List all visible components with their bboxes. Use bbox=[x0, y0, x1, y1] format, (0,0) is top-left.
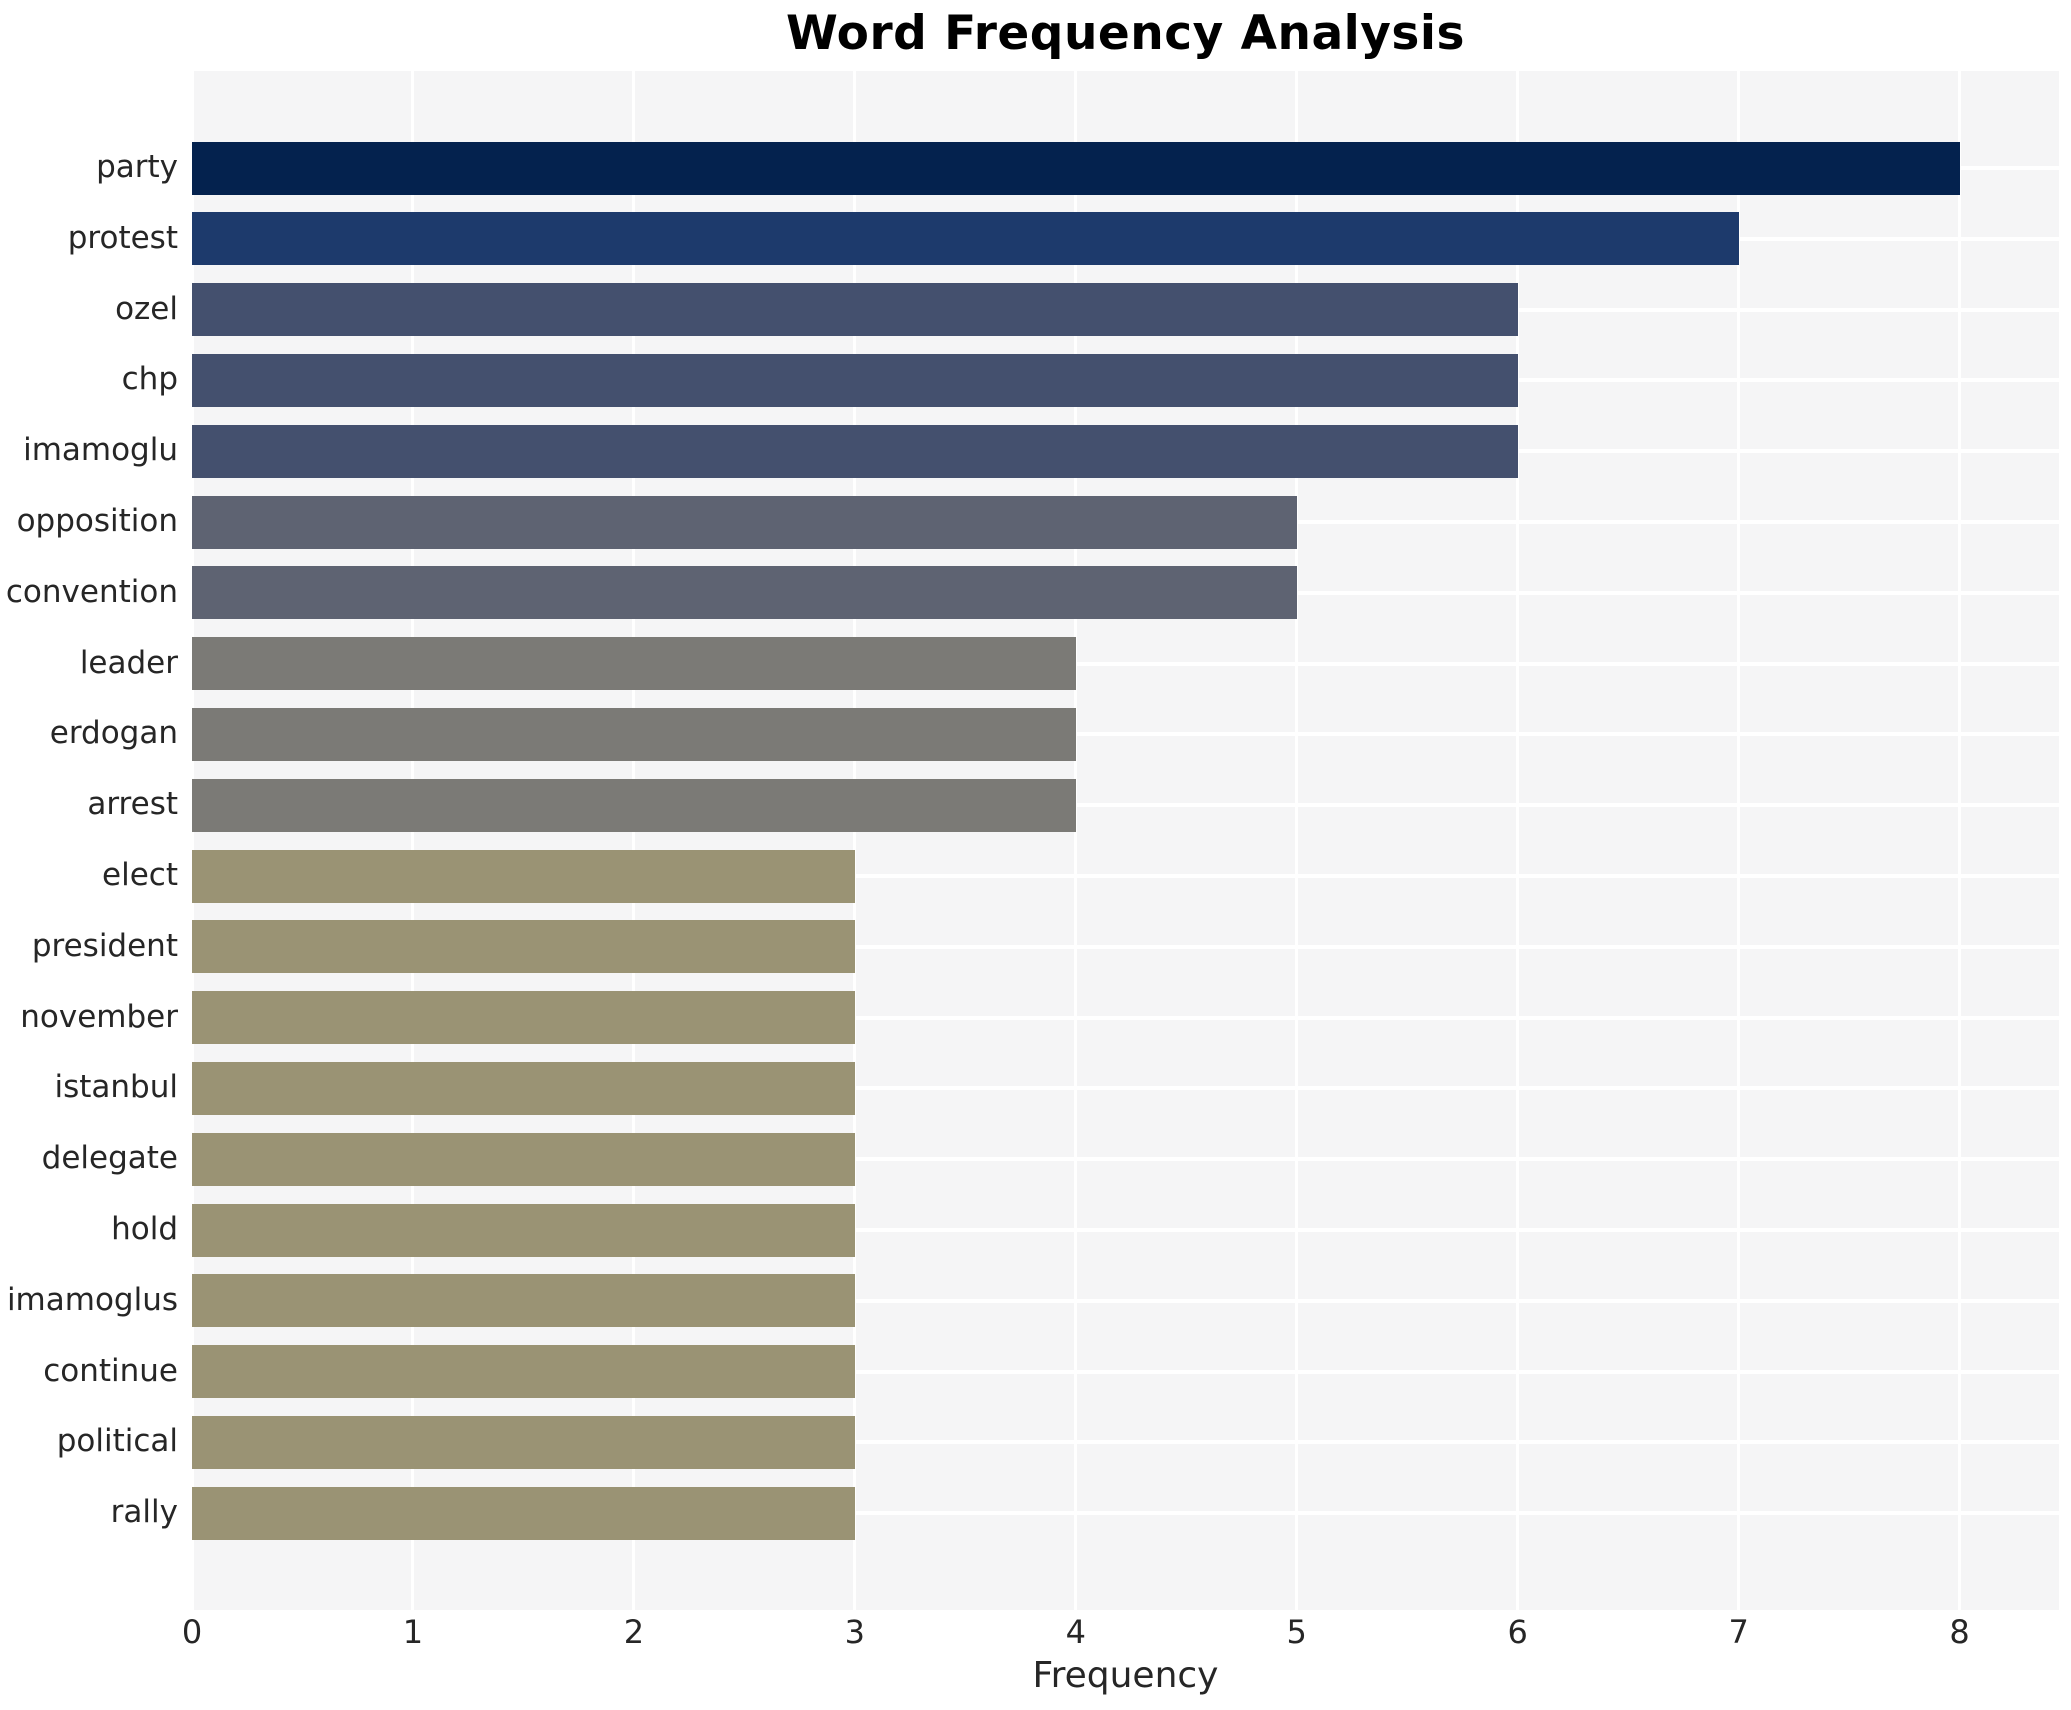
y-gridline bbox=[192, 1440, 2059, 1445]
x-tick-label-6: 6 bbox=[1507, 1613, 1528, 1651]
bar-november bbox=[192, 991, 855, 1045]
x-gridline bbox=[632, 71, 636, 1610]
y-tick-label-protest: protest bbox=[67, 219, 178, 256]
bar-chp bbox=[192, 353, 1518, 407]
bar-protest bbox=[192, 212, 1739, 266]
y-gridline bbox=[192, 1511, 2059, 1516]
y-tick-label-erdogan: erdogan bbox=[49, 715, 178, 752]
bar-rally bbox=[192, 1486, 855, 1540]
y-tick-label-imamoglu: imamoglu bbox=[23, 432, 178, 469]
y-gridline bbox=[192, 1015, 2059, 1020]
y-gridline bbox=[192, 732, 2059, 737]
y-tick-label-political: political bbox=[56, 1423, 178, 1460]
x-tick-label-1: 1 bbox=[402, 1613, 424, 1651]
bar-istanbul bbox=[192, 1061, 855, 1115]
y-tick-label-arrest: arrest bbox=[87, 786, 178, 823]
bar-president bbox=[192, 920, 855, 974]
y-tick-label-rally: rally bbox=[110, 1494, 178, 1531]
x-tick-label-7: 7 bbox=[1728, 1613, 1749, 1651]
bar-party bbox=[192, 141, 1960, 195]
x-gridline bbox=[1295, 71, 1299, 1610]
x-tick-label-3: 3 bbox=[844, 1613, 865, 1651]
y-gridline bbox=[192, 1086, 2059, 1091]
x-gridline bbox=[411, 71, 415, 1610]
y-gridline bbox=[192, 1228, 2059, 1232]
y-gridline bbox=[192, 874, 2059, 878]
y-tick-label-november: november bbox=[20, 998, 178, 1035]
bar-opposition bbox=[192, 495, 1297, 549]
x-tick-label-2: 2 bbox=[623, 1613, 645, 1651]
y-tick-label-delegate: delegate bbox=[41, 1140, 178, 1177]
x-tick-label-8: 8 bbox=[1949, 1613, 1970, 1651]
bar-convention bbox=[192, 566, 1297, 620]
bar-imamoglu bbox=[192, 424, 1518, 478]
y-gridline bbox=[192, 1369, 2059, 1374]
y-tick-label-president: president bbox=[31, 927, 178, 964]
x-axis-title: Frequency bbox=[1032, 1655, 1219, 1696]
x-tick-label-0: 0 bbox=[181, 1613, 203, 1651]
y-tick-label-leader: leader bbox=[79, 644, 178, 681]
bar-delegate bbox=[192, 1132, 855, 1186]
y-gridline bbox=[192, 1298, 2059, 1303]
x-gridline bbox=[1074, 71, 1078, 1610]
bar-political bbox=[192, 1415, 855, 1469]
y-tick-label-imamoglus: imamoglus bbox=[6, 1281, 178, 1318]
x-gridline bbox=[1958, 71, 1962, 1610]
x-gridline bbox=[190, 71, 194, 1610]
y-tick-label-convention: convention bbox=[5, 573, 178, 610]
bar-leader bbox=[192, 637, 1076, 691]
bar-erdogan bbox=[192, 707, 1076, 761]
x-tick-label-4: 4 bbox=[1065, 1613, 1086, 1651]
bar-imamoglus bbox=[192, 1274, 855, 1328]
bar-hold bbox=[192, 1203, 855, 1257]
bar-ozel bbox=[192, 283, 1518, 337]
y-tick-label-opposition: opposition bbox=[16, 503, 178, 539]
x-gridline bbox=[1516, 71, 1520, 1610]
bar-arrest bbox=[192, 778, 1076, 832]
y-tick-label-elect: elect bbox=[102, 857, 178, 893]
x-gridline bbox=[853, 71, 857, 1610]
y-tick-label-hold: hold bbox=[111, 1211, 178, 1247]
chart-title: Word Frequency Analysis bbox=[786, 6, 1465, 61]
y-gridline bbox=[192, 944, 2059, 949]
y-tick-label-chp: chp bbox=[121, 361, 178, 398]
bar-elect bbox=[192, 849, 855, 903]
y-gridline bbox=[192, 803, 2059, 808]
y-tick-label-party: party bbox=[96, 149, 178, 185]
y-gridline bbox=[192, 1157, 2059, 1162]
x-tick-label-5: 5 bbox=[1286, 1613, 1307, 1651]
y-tick-label-ozel: ozel bbox=[115, 290, 178, 327]
y-gridline bbox=[192, 661, 2059, 666]
bar-continue bbox=[192, 1345, 855, 1399]
x-gridline bbox=[1737, 71, 1741, 1610]
plot-area bbox=[190, 71, 2059, 1610]
y-tick-label-continue: continue bbox=[43, 1352, 178, 1389]
y-tick-label-istanbul: istanbul bbox=[54, 1069, 178, 1106]
